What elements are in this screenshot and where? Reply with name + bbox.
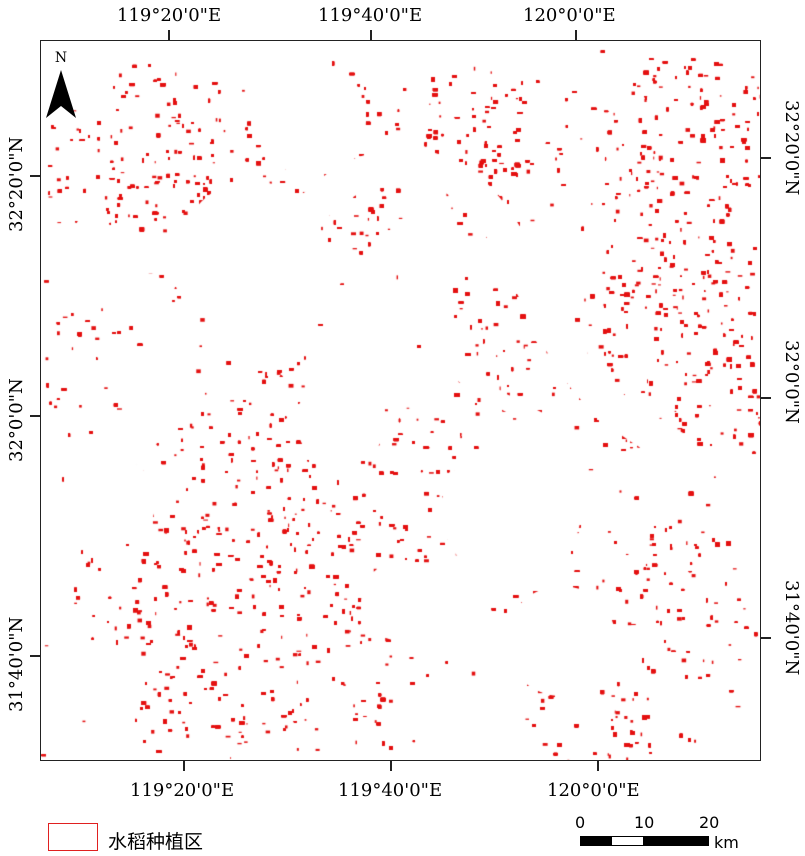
left-tick: [30, 415, 40, 417]
top-lon-label-3: 120°0'0"E: [523, 5, 616, 26]
scale-unit: km: [714, 833, 739, 852]
bottom-tick: [390, 761, 392, 771]
rice-distribution-layer: [41, 41, 760, 760]
right-lat-label-3: 31°40'0"N: [781, 580, 802, 676]
top-tick: [168, 30, 170, 40]
bottom-tick: [183, 761, 185, 771]
north-arrow-icon: N: [46, 50, 76, 118]
bottom-lon-label-1: 119°20'0"E: [130, 780, 235, 801]
top-tick: [575, 30, 577, 40]
right-lat-label-2: 32°0'0"N: [781, 340, 802, 424]
map-frame[interactable]: [40, 40, 761, 761]
right-tick: [761, 397, 771, 399]
bottom-lon-label-3: 120°0'0"E: [547, 780, 640, 801]
scale-segment-3: [643, 836, 709, 846]
bottom-lon-label-2: 119°40'0"E: [338, 780, 443, 801]
scale-tick-20: 20: [699, 813, 720, 832]
scale-tick-0: 0: [575, 813, 586, 832]
legend-label: 水稻种植区: [108, 831, 204, 853]
legend-swatch: [48, 823, 98, 851]
scale-segment-2: [611, 836, 644, 846]
left-tick: [30, 175, 40, 177]
right-tick: [761, 637, 771, 639]
top-lon-label-1: 119°20'0"E: [117, 5, 222, 26]
left-lat-label-1: 32°20'0"N: [6, 136, 27, 232]
bottom-tick: [597, 761, 599, 771]
north-label: N: [55, 50, 67, 66]
left-tick: [30, 655, 40, 657]
scale-segment-1: [580, 836, 612, 846]
top-lon-label-2: 119°40'0"E: [318, 5, 423, 26]
left-lat-label-2: 32°0'0"N: [6, 378, 27, 462]
right-lat-label-1: 32°20'0"N: [781, 100, 802, 196]
left-lat-label-3: 31°40'0"N: [6, 616, 27, 712]
scale-tick-10: 10: [634, 813, 655, 832]
right-tick: [761, 157, 771, 159]
top-tick: [370, 30, 372, 40]
